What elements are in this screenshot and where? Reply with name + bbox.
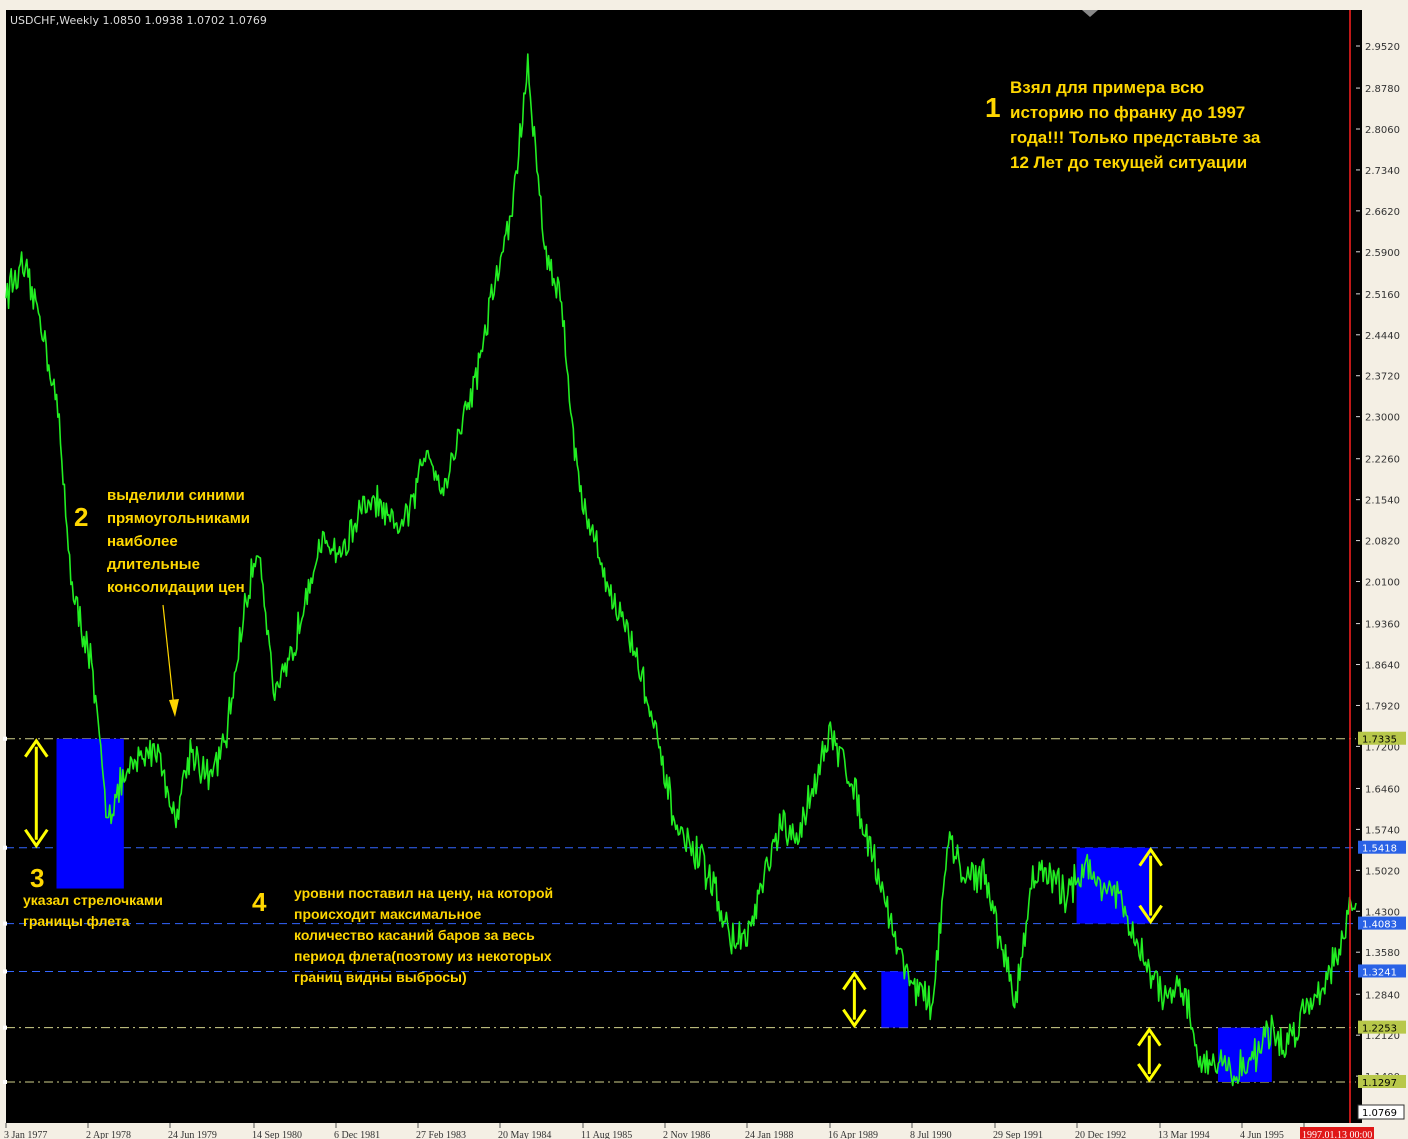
price-tick-label-9: 2.3000 xyxy=(1365,413,1400,424)
pointer-arrow xyxy=(162,604,179,717)
time-label-6: 20 May 1984 xyxy=(498,1130,551,1139)
level-handle-2[interactable] xyxy=(3,921,7,926)
time-label-9: 24 Jan 1988 xyxy=(745,1130,793,1139)
range-arrow-2 xyxy=(1138,847,1163,925)
price-tick-label-16: 1.7920 xyxy=(1365,701,1400,712)
price-tick-label-11: 2.1540 xyxy=(1365,496,1400,507)
time-label-13: 20 Dec 1992 xyxy=(1075,1130,1126,1139)
annotation-4-line-3: период флета(поэтому из некоторых xyxy=(294,948,552,964)
time-label-14: 13 Mar 1994 xyxy=(1158,1130,1210,1139)
consolidation-box-1[interactable] xyxy=(881,971,909,1028)
last-price-label: 1.0769 xyxy=(1362,1108,1397,1119)
annotation-number-2: 2 xyxy=(74,502,88,532)
price-tick-label-22: 1.3580 xyxy=(1365,948,1400,959)
price-tick-label-14: 1.9360 xyxy=(1365,620,1400,631)
plot-area[interactable] xyxy=(6,10,1362,1123)
level-badge-label-2: 1.4083 xyxy=(1362,920,1397,931)
price-tick-label-21: 1.4300 xyxy=(1365,907,1400,918)
time-label-0: 3 Jan 1977 xyxy=(4,1130,47,1139)
level-badge-label-3: 1.3241 xyxy=(1362,967,1397,978)
time-label-10: 16 Apr 1989 xyxy=(828,1130,878,1139)
annotation-3-line-1: границы флета xyxy=(23,913,130,929)
price-series-line xyxy=(5,53,1357,1087)
time-label-7: 11 Aug 1985 xyxy=(581,1130,632,1139)
annotation-4-line-2: количество касаний баров за весь xyxy=(294,927,535,943)
price-tick-label-13: 2.0100 xyxy=(1365,578,1400,589)
annotation-4: 4 уровни поставил на цену, на которой прои… xyxy=(252,885,553,985)
time-label-4: 6 Dec 1981 xyxy=(334,1130,380,1139)
price-tick-label-12: 2.0820 xyxy=(1365,537,1400,548)
annotation-1-line-0: Взял для примера всю xyxy=(1010,78,1204,97)
price-tick-label-4: 2.6620 xyxy=(1365,207,1400,218)
time-label-16: 1997.01.13 00:00 xyxy=(1302,1130,1372,1139)
level-handle-4[interactable] xyxy=(3,1025,7,1030)
last-price-badge xyxy=(1357,1104,1405,1120)
annotation-1-line-1: историю по франку до 1997 xyxy=(1010,103,1245,122)
annotation-1-line-2: года!!! Только представьте за xyxy=(1010,128,1261,147)
price-tick-label-8: 2.3720 xyxy=(1365,372,1400,383)
annotation-number-3: 3 xyxy=(30,863,44,893)
range-arrow-1 xyxy=(842,970,867,1029)
price-tick-label-24: 1.2120 xyxy=(1365,1031,1400,1042)
annotation-4-line-0: уровни поставил на цену, на которой xyxy=(294,885,553,901)
level-badge-1 xyxy=(1358,840,1406,854)
level-badge-label-4: 1.2253 xyxy=(1362,1024,1397,1035)
level-badge-label-5: 1.1297 xyxy=(1362,1078,1397,1089)
price-tick-label-15: 1.8640 xyxy=(1365,661,1400,672)
price-tick-label-7: 2.4440 xyxy=(1365,331,1400,342)
time-label-1: 2 Apr 1978 xyxy=(86,1130,131,1139)
level-handle-0[interactable] xyxy=(3,736,7,741)
symbol-header: USDCHF,Weekly 1.0850 1.0938 1.0702 1.076… xyxy=(10,14,267,27)
range-arrow-3 xyxy=(1137,1026,1162,1083)
level-handle-3[interactable] xyxy=(3,969,7,974)
price-tick-label-5: 2.5900 xyxy=(1365,248,1400,259)
time-label-8: 2 Nov 1986 xyxy=(663,1130,710,1139)
level-badge-5 xyxy=(1358,1074,1406,1088)
level-badge-label-0: 1.7335 xyxy=(1362,735,1397,746)
price-tick-label-19: 1.5740 xyxy=(1365,825,1400,836)
annotation-2-line-1: прямоугольниками xyxy=(107,510,250,527)
time-label-12: 29 Sep 1991 xyxy=(993,1130,1043,1139)
annotation-number-1: 1 xyxy=(985,92,1001,123)
level-badge-4 xyxy=(1358,1020,1406,1034)
level-badge-label-1: 1.5418 xyxy=(1362,844,1397,855)
price-tick-label-18: 1.6460 xyxy=(1365,784,1400,795)
annotation-2: 2 выделили синими прямоугольниками наиболее… xyxy=(74,487,250,596)
annotation-number-4: 4 xyxy=(252,887,267,917)
level-handle-1[interactable] xyxy=(3,845,7,850)
range-arrow-0 xyxy=(24,738,49,849)
level-handle-5[interactable] xyxy=(3,1079,7,1084)
current-time-badge xyxy=(1300,1127,1374,1139)
level-badge-0 xyxy=(1358,731,1406,745)
time-label-5: 27 Feb 1983 xyxy=(416,1130,466,1139)
price-tick-label-17: 1.7200 xyxy=(1365,742,1400,753)
annotation-2-line-2: наиболее xyxy=(107,533,178,550)
time-label-2: 24 Jun 1979 xyxy=(168,1130,217,1139)
price-tick-label-10: 2.2260 xyxy=(1365,455,1400,466)
price-tick-label-6: 2.5160 xyxy=(1365,290,1400,301)
level-badge-2 xyxy=(1358,916,1406,930)
price-tick-label-0: 2.9520 xyxy=(1365,42,1400,53)
annotation-2-line-4: консолидации цен xyxy=(107,579,245,596)
price-tick-label-2: 2.8060 xyxy=(1365,125,1400,136)
time-label-11: 8 Jul 1990 xyxy=(910,1130,952,1139)
annotation-3-line-0: указал стрелочками xyxy=(23,892,163,908)
annotation-2-line-0: выделили синими xyxy=(107,487,245,504)
price-tick-label-20: 1.5020 xyxy=(1365,866,1400,877)
annotation-4-line-4: границ видны выбросы) xyxy=(294,969,467,985)
level-badge-3 xyxy=(1358,964,1406,978)
annotation-4-line-1: происходит максимальное xyxy=(294,906,481,922)
price-tick-label-3: 2.7340 xyxy=(1365,166,1400,177)
shift-marker-icon[interactable] xyxy=(1082,10,1098,17)
price-tick-label-1: 2.8780 xyxy=(1365,84,1400,95)
price-tick-label-23: 1.2840 xyxy=(1365,990,1400,1001)
annotation-1: 1 Взял для примера всю историю по франку д… xyxy=(985,78,1261,172)
annotation-1-line-3: 12 Лет до текущей ситуации xyxy=(1010,153,1247,172)
time-label-15: 4 Jun 1995 xyxy=(1240,1130,1284,1139)
time-label-3: 14 Sep 1980 xyxy=(252,1130,302,1139)
annotation-2-line-3: длительные xyxy=(107,556,200,573)
